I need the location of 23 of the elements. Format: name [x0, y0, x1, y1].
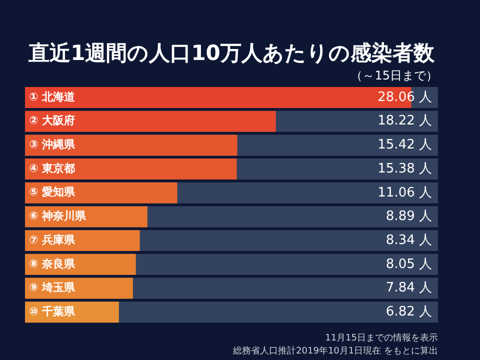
y-tick-label: ③ 沖縄県 [29, 138, 76, 152]
y-tick-label: ⑩ 千葉県 [29, 304, 76, 318]
text: 総務省人口推計2019年10月1日現在 をもとに算出 [232, 345, 438, 356]
data-label: 15.38 人 [378, 161, 432, 176]
y-tick-label: ⑦ 兵庫県 [29, 233, 76, 246]
data-label: 8.34 人 [386, 232, 432, 248]
data-label: 15.42 人 [378, 138, 432, 153]
y-tick-label: ① 北海道 [29, 90, 76, 104]
chart-subtitle: （～15日まで） [350, 68, 438, 83]
chart-title: 直近1週間の人口10万人あたりの感染者数 [28, 41, 436, 66]
y-tick-label: ⑧ 奈良県 [29, 257, 76, 270]
data-label: 6.82 人 [386, 304, 432, 320]
data-label: 18.22 人 [378, 114, 432, 129]
data-label: 7.84 人 [386, 280, 432, 296]
y-tick-label: ⑥ 神奈川県 [29, 210, 88, 223]
y-tick-label: ④ 東京都 [29, 162, 76, 175]
data-label: 11.06 人 [378, 185, 432, 200]
data-label: 8.05 人 [386, 256, 432, 272]
y-tick-label: ⑨ 埼玉県 [29, 281, 76, 294]
y-tick-label: ② 大阪府 [29, 114, 76, 128]
data-label: 8.89 人 [386, 209, 432, 224]
text: 11月15日までの情報を表示 [325, 332, 438, 344]
y-tick-label: ⑤ 愛知県 [29, 186, 76, 199]
